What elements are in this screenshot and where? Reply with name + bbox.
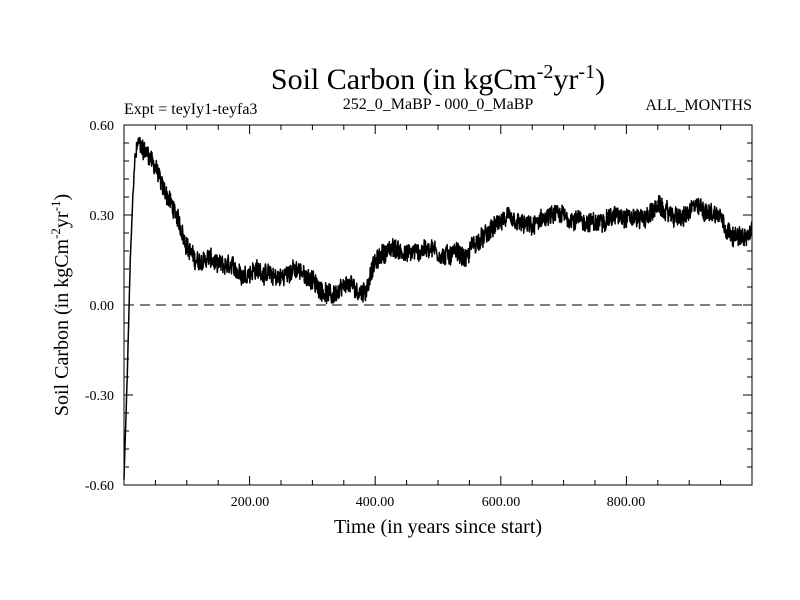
series-line-soil-carbon — [123, 136, 753, 480]
x-axis-label: Time (in years since start) — [334, 516, 542, 538]
months-label: ALL_MONTHS — [645, 97, 752, 114]
y-tick-label: 0.30 — [90, 209, 115, 224]
experiment-label: Expt = teyIy1-teyfa3 — [124, 101, 257, 118]
x-tick-label: 800.00 — [607, 495, 646, 510]
y-tick-label: -0.30 — [85, 389, 114, 404]
x-tick-label: 600.00 — [482, 495, 521, 510]
y-axis-label: Soil Carbon (in kgCm-2yr-1) — [48, 194, 73, 416]
x-tick-label: 400.00 — [356, 495, 395, 510]
x-tick-label: 200.00 — [231, 495, 270, 510]
period-label: 252_0_MaBP - 000_0_MaBP — [343, 96, 534, 113]
y-tick-label: 0.60 — [90, 119, 115, 134]
chart-title: Soil Carbon (in kgCm-2yr-1) — [271, 61, 605, 96]
y-tick-label: -0.60 — [85, 479, 114, 494]
y-tick-label: 0.00 — [90, 299, 115, 314]
